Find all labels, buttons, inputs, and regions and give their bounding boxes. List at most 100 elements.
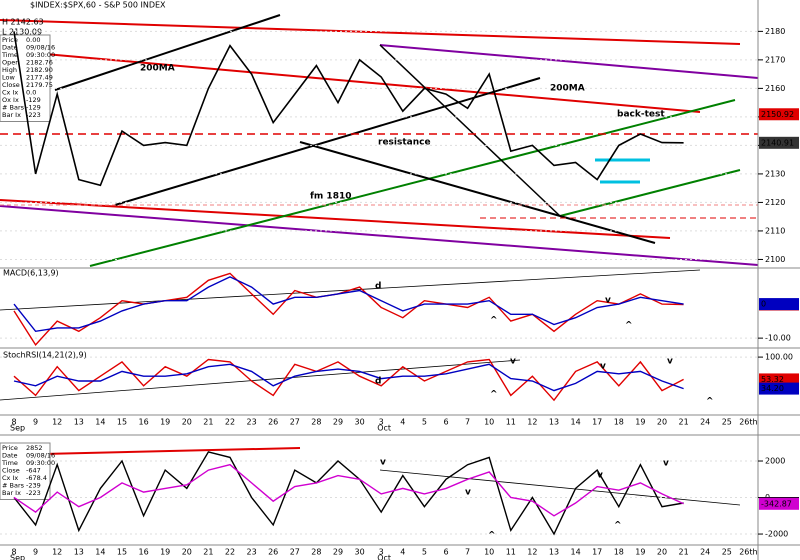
y-tick-label: -2000 [765, 530, 788, 539]
x-tick-label: 15 [117, 418, 127, 427]
month-label: Sep [10, 424, 25, 433]
x-tick-label: 17 [592, 548, 602, 557]
x-tick-label: 10 [484, 548, 494, 557]
annotation: v [597, 471, 603, 481]
x-tick-label: 20 [657, 418, 667, 427]
low-label: L 2130.09 [2, 28, 42, 37]
level-box [759, 108, 799, 121]
x-tick-label: 11 [506, 418, 516, 427]
x-tick-label: 24 [700, 548, 710, 557]
month-label: Sep [10, 554, 25, 560]
info-value: -223 [26, 111, 41, 119]
x-tick-label: 3 [379, 548, 384, 557]
info-key: Time [1, 459, 18, 467]
info-value: -239 [26, 482, 41, 490]
info-value: 0.0 [26, 89, 36, 97]
x-tick-label: 19 [160, 418, 170, 427]
info-value: 2182.90 [26, 66, 53, 74]
x-tick-label: 18 [614, 418, 624, 427]
y-tick-label: 2110 [765, 226, 785, 235]
info-key: Bar Ix [2, 111, 21, 119]
x-tick-label: 21 [679, 418, 689, 427]
x-tick-label: 30 [355, 418, 365, 427]
x-tick-label: 6 [443, 418, 448, 427]
annotation: 200MA [550, 84, 585, 94]
trendlines [0, 14, 759, 506]
x-tick-label: 17 [592, 418, 602, 427]
last-value-box [759, 298, 799, 311]
last-value-label: 34.20 [761, 384, 784, 393]
x-tick-label: 26th [739, 548, 757, 557]
x-tick-label: 10 [484, 418, 494, 427]
y-tick-label: 2000 [765, 457, 785, 466]
annotation: ^ [488, 531, 496, 541]
annotation: d [375, 377, 381, 387]
annotation: v [380, 458, 386, 468]
x-tick-label: 21 [203, 418, 213, 427]
x-tick-label: 14 [571, 548, 581, 557]
y-tick-label: 2120 [765, 198, 785, 207]
x-tick-label: 28 [311, 548, 321, 557]
info-value: 09/08/16 [26, 452, 55, 460]
x-tick-label: 11 [506, 548, 516, 557]
x-tick-label: 25 [722, 418, 732, 427]
y-tick-label: -10.00 [765, 334, 791, 343]
x-tick-label: 12 [527, 418, 537, 427]
x-tick-label: 24 [700, 418, 710, 427]
info-key: Open [2, 59, 19, 67]
x-tick-label: 23 [247, 548, 257, 557]
x-tick-label: 13 [549, 418, 559, 427]
annotation: ^ [625, 321, 633, 331]
x-tick-label: 29 [333, 548, 343, 557]
annotation: v [663, 459, 669, 469]
x-tick-label: 12 [52, 548, 62, 557]
info-value: -129 [26, 96, 41, 104]
series-line [13, 276, 684, 333]
info-key: Date [2, 452, 18, 460]
x-tick-label: 3 [379, 418, 384, 427]
y-tick-label: 2180 [765, 27, 785, 36]
annotation: v [465, 488, 471, 498]
info-key: Close [2, 81, 20, 89]
series-line [13, 272, 684, 347]
x-tick-label: 19 [160, 548, 170, 557]
annotation: v [605, 296, 611, 306]
annotation: v [600, 362, 606, 372]
x-tick-label: 25 [722, 548, 732, 557]
annotation: 200MA [140, 64, 175, 74]
last-value-label: -342.87 [761, 499, 792, 508]
info-value: 2852 [26, 444, 43, 452]
x-tick-label: 7 [465, 418, 470, 427]
info-value: 09:30:00 [26, 459, 55, 467]
x-tick-label: 8 [11, 548, 16, 557]
chart-title: $INDEX:$SPX,60 - S&P 500 INDEX [30, 1, 166, 10]
info-value: 2179.75 [26, 81, 53, 89]
last-value-box [759, 373, 799, 386]
month-label: Oct [377, 554, 391, 560]
x-tick-label: 5 [422, 418, 427, 427]
info-value: 09/08/16 [26, 44, 55, 52]
annotation: fm 1810 [310, 192, 351, 202]
x-tick-label: 16 [139, 548, 149, 557]
x-tick-label: 26th [739, 418, 757, 427]
annotation: resistance [378, 138, 431, 148]
info-key: Low [2, 74, 15, 82]
x-tick-label: 28 [311, 418, 321, 427]
panel-title: StochRSI(14,21(2),9) [3, 351, 87, 360]
annotation: ^ [490, 390, 498, 400]
x-tick-label: 19 [635, 548, 645, 557]
info-key: Cx Ix [2, 474, 18, 482]
info-value: -647 [26, 467, 41, 475]
x-tick-label: 4 [400, 548, 405, 557]
series-line [13, 463, 684, 517]
high-label: H 2142.63 [2, 18, 44, 27]
info-key: Time [1, 51, 18, 59]
panel-title: MACD(6,13,9) [3, 269, 59, 278]
annotation: ^ [706, 397, 714, 407]
annotation: v [667, 357, 673, 367]
x-tick-label: 9 [33, 548, 38, 557]
level-label: 2150.92 [761, 110, 794, 119]
x-tick-label: 20 [182, 418, 192, 427]
annotation: v [510, 357, 516, 367]
